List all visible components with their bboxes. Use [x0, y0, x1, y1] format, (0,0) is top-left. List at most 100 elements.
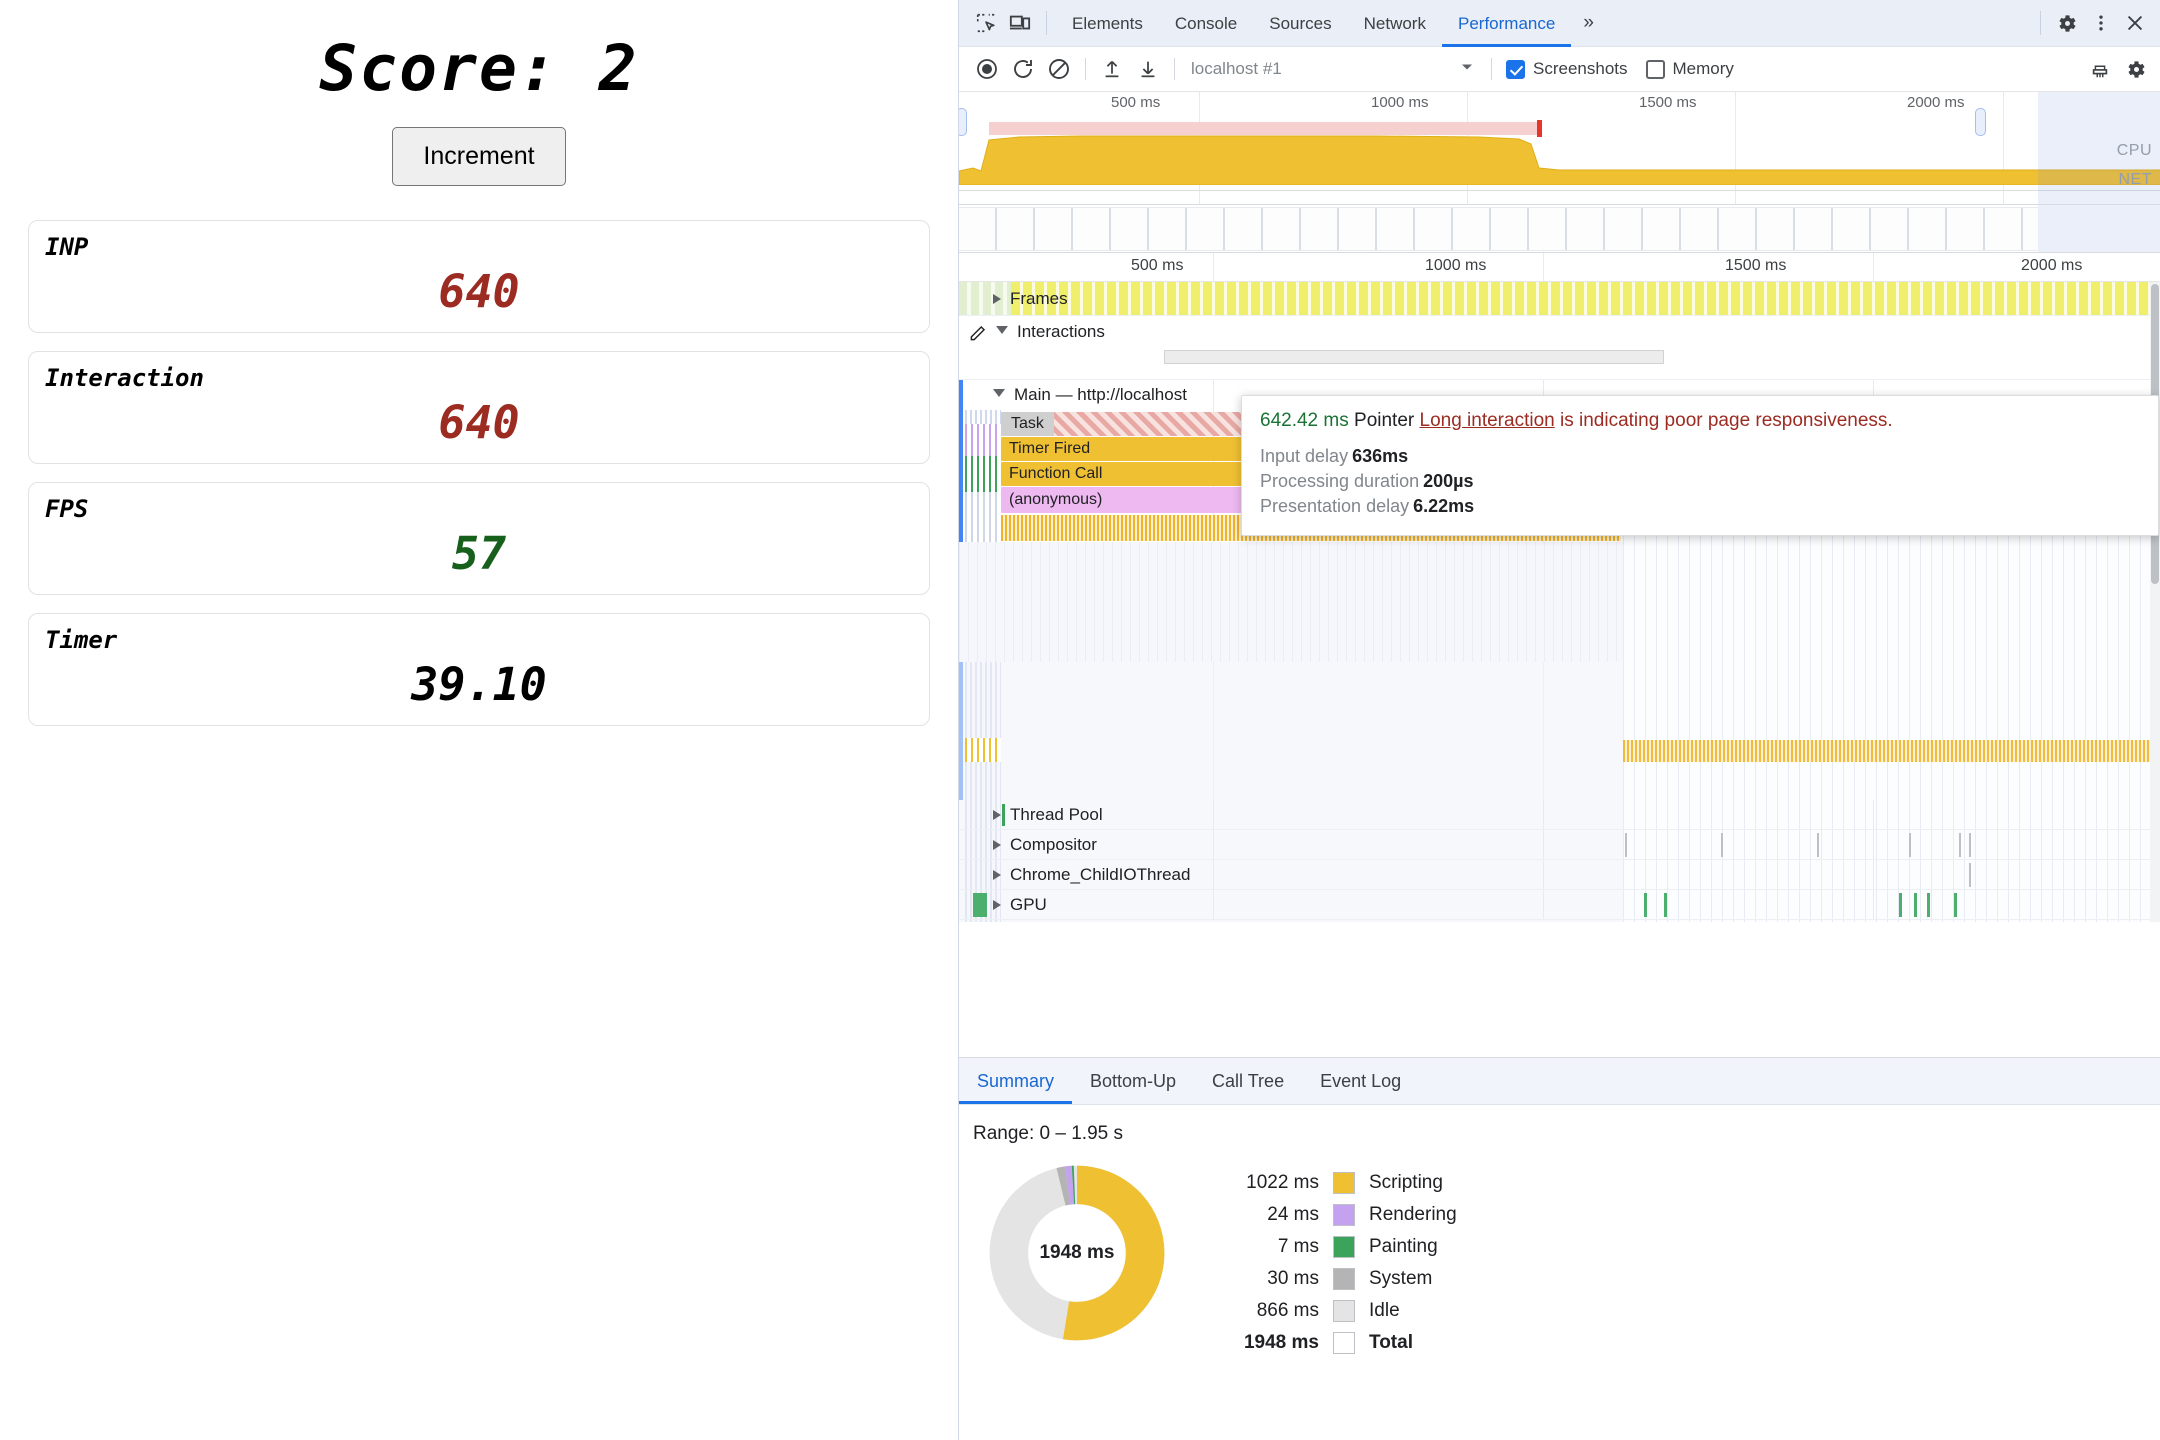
legend-swatch [1333, 1204, 1355, 1226]
track-interactions-row[interactable]: Interactions [959, 316, 1105, 348]
timeline-tick: 500 ms [1131, 257, 1184, 274]
metric-value: 640 [438, 265, 520, 318]
tab-console[interactable]: Console [1174, 13, 1238, 33]
metric-label: FPS [45, 495, 89, 523]
tooltip-row-value: 636ms [1352, 446, 1409, 466]
cpu-band-label: CPU [2116, 142, 2152, 159]
tooltip-row-value: 6.22ms [1413, 496, 1475, 516]
track-label: GPU [1010, 894, 1047, 914]
toolbar-divider [1046, 11, 1047, 35]
inspect-element-icon[interactable] [969, 6, 1003, 40]
legend-swatch [1333, 1268, 1355, 1290]
metric-card-inp: INP 640 [28, 220, 930, 333]
overview-left-handle[interactable] [959, 108, 967, 136]
activity-legend: 1022 ms Scripting 24 ms Rendering 7 ms P… [1223, 1167, 1457, 1359]
more-vertical-icon[interactable] [2084, 6, 2118, 40]
track-thread-pool[interactable]: Thread Pool [959, 800, 2160, 830]
metric-value: 39.10 [411, 658, 547, 711]
legend-value: 1948 ms [1243, 1332, 1319, 1353]
tooltip-row-label: Presentation delay [1260, 496, 1410, 516]
profile-select-value: localhost #1 [1191, 59, 1282, 78]
device-toolbar-icon[interactable] [1003, 6, 1037, 40]
edit-pencil-icon[interactable] [969, 323, 988, 342]
activity-donut-chart: 1948 ms [987, 1163, 1167, 1343]
metric-card-interaction: Interaction 640 [28, 351, 930, 464]
chevron-down-icon [993, 388, 1005, 402]
legend-value: 7 ms [1277, 1236, 1319, 1257]
metric-card-list: INP 640 Interaction 640 FPS 57 Timer 39.… [0, 220, 958, 726]
devtools-panel: Elements Console Sources Network Perform… [958, 0, 2160, 1440]
net-band-label: NET [2118, 171, 2152, 188]
filmstrip-track[interactable] [959, 205, 2160, 253]
memory-checkbox[interactable]: Memory [1645, 59, 1734, 79]
track-frames-row[interactable]: Frames [959, 282, 1068, 315]
flame-chart[interactable]: Frames Interactions [959, 282, 2160, 922]
toolbar-divider [2040, 11, 2041, 35]
tab-sources[interactable]: Sources [1269, 13, 1332, 33]
track-main-header[interactable]: Main — http://localhost [959, 380, 1187, 410]
legend-row-painting[interactable]: 7 ms Painting [1223, 1231, 1457, 1263]
devtools-tabbar-right [2031, 6, 2160, 40]
timeline-overview[interactable]: 500 ms 1000 ms 1500 ms 2000 ms CPU NET [959, 92, 2160, 205]
collect-garbage-icon[interactable] [2082, 53, 2118, 85]
range-label: Range: 0 – 1.95 s [973, 1123, 1123, 1144]
memory-label: Memory [1672, 59, 1734, 78]
tab-call-tree[interactable]: Call Tree [1212, 1071, 1285, 1091]
tooltip-link[interactable]: Long interaction [1419, 410, 1555, 431]
chevron-down-icon [1459, 59, 1475, 80]
tooltip-headline: 642.42 ms Pointer Long interaction is in… [1260, 410, 2140, 432]
track-interactions[interactable]: Interactions [959, 316, 2160, 380]
overview-right-handle[interactable] [1975, 108, 1986, 136]
legend-row-idle[interactable]: 866 ms Idle [1223, 1295, 1457, 1327]
reload-and-record-icon[interactable] [1005, 53, 1041, 85]
chevron-down-icon [996, 325, 1008, 339]
tab-network[interactable]: Network [1363, 13, 1426, 33]
more-tabs-icon[interactable]: » [1583, 12, 1594, 33]
legend-label: Rendering [1369, 1204, 1457, 1225]
close-icon[interactable] [2118, 6, 2152, 40]
increment-button[interactable]: Increment [392, 127, 566, 186]
track-frames[interactable]: Frames [959, 282, 2160, 316]
track-label: Interactions [1017, 322, 1105, 341]
metric-value: 640 [438, 396, 520, 449]
tab-bottom-up[interactable]: Bottom-Up [1090, 1071, 1177, 1091]
flame-scrollbar[interactable] [2150, 282, 2160, 922]
legend-row-system[interactable]: 30 ms System [1223, 1263, 1457, 1295]
track-label: Compositor [1010, 834, 1097, 854]
track-compositor[interactable]: Compositor [959, 830, 2160, 860]
summary-body: 1948 ms 1022 ms Scripting 24 ms Renderin… [959, 1145, 2160, 1359]
legend-row-rendering[interactable]: 24 ms Rendering [1223, 1199, 1457, 1231]
checkbox-box [1645, 59, 1665, 79]
tab-elements[interactable]: Elements [1072, 13, 1143, 33]
clear-recording-icon[interactable] [1041, 53, 1077, 85]
tooltip-message: is indicating poor page responsiveness. [1560, 410, 1893, 431]
filmstrip-dimmed-region [2038, 205, 2160, 252]
gear-icon[interactable] [2050, 6, 2084, 40]
record-icon[interactable] [969, 53, 1005, 85]
tab-event-log[interactable]: Event Log [1320, 1071, 1402, 1091]
load-profile-icon[interactable] [1094, 53, 1130, 85]
save-profile-icon[interactable] [1130, 53, 1166, 85]
interaction-event-bar[interactable] [1164, 350, 1664, 364]
tooltip-row-presentation-delay: Presentation delay 6.22ms [1260, 496, 2140, 517]
legend-label: System [1369, 1268, 1433, 1289]
track-main-row[interactable]: Main — http://localhost [959, 380, 2160, 410]
overview-tick: 500 ms [1111, 94, 1161, 111]
tab-performance[interactable]: Performance [1442, 0, 1571, 47]
performance-toolbar-right [2082, 53, 2160, 85]
legend-value: 866 ms [1256, 1300, 1319, 1321]
profile-select[interactable]: localhost #1 [1183, 53, 1483, 85]
toolbar-divider [1491, 58, 1492, 80]
devtools-tabbar: Elements Console Sources Network Perform… [959, 0, 2160, 47]
tooltip-row-value: 200µs [1423, 471, 1474, 491]
legend-swatch [1333, 1172, 1355, 1194]
capture-settings-icon[interactable] [2118, 53, 2154, 85]
legend-row-scripting[interactable]: 1022 ms Scripting [1223, 1167, 1457, 1199]
tab-summary[interactable]: Summary [959, 1059, 1072, 1104]
track-gpu[interactable]: GPU [959, 890, 2160, 920]
track-chrome-childiothread[interactable]: Chrome_ChildIOThread [959, 860, 2160, 890]
screenshots-label: Screenshots [1533, 59, 1628, 78]
overview-tick: 1000 ms [1371, 94, 1429, 111]
cpu-usage-graph [959, 135, 2160, 185]
screenshots-checkbox[interactable]: Screenshots [1506, 59, 1628, 79]
